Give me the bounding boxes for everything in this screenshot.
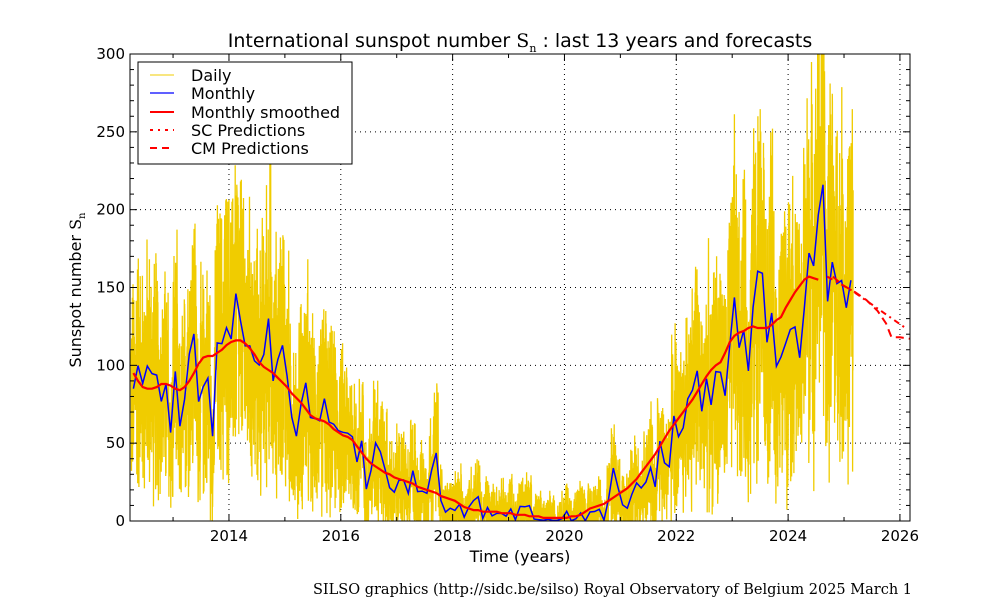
y-tick-label: 200 [96, 201, 125, 219]
daily-line [130, 54, 854, 521]
chart-title: International sunspot number Sn : last 1… [228, 30, 813, 55]
legend-label-smoothed: Monthly smoothed [191, 103, 340, 122]
y-tick-label: 100 [96, 356, 125, 374]
footer-credit: SILSO graphics (http://sidc.be/silso) Ro… [313, 582, 912, 598]
smoothed-series [132, 275, 819, 520]
y-tick-label: 150 [96, 279, 125, 297]
y-tick-label: 50 [106, 434, 125, 452]
x-tick-label: 2024 [769, 527, 807, 545]
axis-ticks [130, 53, 910, 522]
x-tick-label: 2026 [881, 527, 919, 545]
x-tick-label: 2022 [657, 527, 695, 545]
x-tick-labels: 2014 2016 2018 2020 2022 2024 2026 [210, 527, 919, 545]
x-tick-label: 2018 [434, 527, 472, 545]
legend-label-monthly: Monthly [191, 84, 255, 103]
x-tick-label: 2016 [322, 527, 360, 545]
y-tick-label: 300 [96, 45, 125, 63]
monthly-series [132, 184, 852, 521]
legend: Daily Monthly Monthly smoothed SC Predic… [137, 61, 353, 165]
legend-label-sc: SC Predictions [191, 121, 305, 140]
y-tick-labels: 0 50 100 150 200 250 300 [96, 45, 125, 530]
x-tick-label: 2014 [210, 527, 248, 545]
x-tick-label: 2020 [545, 527, 583, 545]
y-tick-label: 250 [96, 123, 125, 141]
legend-label-cm: CM Predictions [191, 139, 309, 158]
x-axis-label: Time (years) [469, 547, 571, 566]
legend-label-daily: Daily [191, 66, 231, 85]
y-axis-label: Sunspot number Sn [66, 212, 88, 368]
y-tick-label: 0 [115, 512, 125, 530]
daily-series [130, 54, 854, 521]
cm-predictions-series [832, 275, 910, 340]
